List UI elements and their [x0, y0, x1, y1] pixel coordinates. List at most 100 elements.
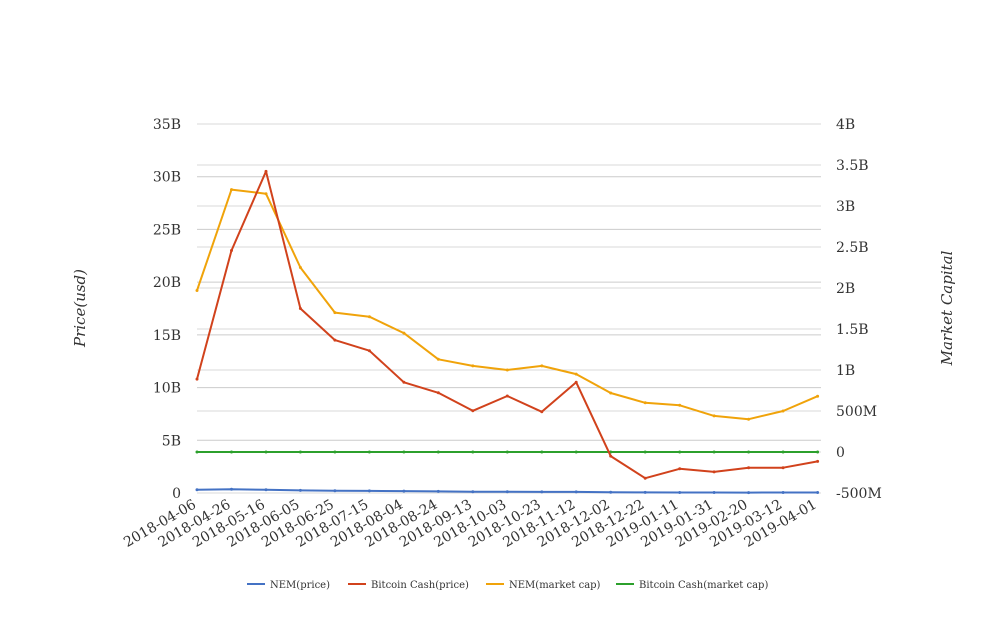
data-point-bitcoin-cash-price	[781, 466, 785, 470]
data-point-nem-price	[367, 489, 371, 493]
legend-label-nem-price: NEM(price)	[270, 580, 330, 591]
x-tick-labels: 2018-04-062018-04-262018-05-162018-06-05…	[121, 497, 819, 551]
data-point-bitcoin-cash-market-cap	[540, 450, 544, 454]
data-point-nem-market-cap	[402, 331, 406, 335]
data-point-nem-market-cap	[781, 409, 785, 413]
data-point-nem-market-cap	[678, 403, 682, 407]
data-point-bitcoin-cash-price	[643, 476, 647, 480]
data-point-nem-market-cap	[574, 372, 578, 376]
y-right-tick-label: 2.5B	[836, 240, 869, 256]
data-point-nem-price	[264, 488, 268, 492]
y-left-tick-label: 35B	[153, 117, 181, 133]
y-axis-left-label: Price(usd)	[71, 269, 89, 348]
y-left-tick-label: 15B	[153, 328, 181, 344]
data-point-bitcoin-cash-price	[195, 377, 199, 381]
data-point-nem-price	[747, 491, 751, 495]
data-point-bitcoin-cash-market-cap	[816, 450, 820, 454]
data-point-bitcoin-cash-market-cap	[436, 450, 440, 454]
data-point-nem-price	[402, 489, 406, 493]
data-point-nem-market-cap	[643, 401, 647, 405]
y-left-tick-label: 5B	[162, 433, 181, 449]
data-point-nem-price	[678, 491, 682, 494]
y-right-tick-label: 500M	[836, 404, 877, 420]
y-left-tick-label: 30B	[153, 170, 181, 186]
data-point-bitcoin-cash-price	[367, 349, 371, 353]
data-point-nem-price	[540, 490, 544, 494]
y-right-tick-label: 3B	[836, 199, 855, 215]
data-point-nem-price	[505, 490, 509, 494]
legend-label-bitcoin-cash-price: Bitcoin Cash(price)	[371, 580, 469, 591]
data-point-bitcoin-cash-price	[540, 410, 544, 414]
data-point-bitcoin-cash-price	[298, 307, 302, 310]
y-left-tick-label: 0	[172, 486, 181, 502]
data-point-bitcoin-cash-price	[505, 394, 509, 398]
y-left-tick-label: 20B	[153, 275, 181, 291]
y-left-tick-labels: 0 5B 10B 15B 20B 25B 30B 35B	[153, 117, 181, 502]
data-point-nem-price	[643, 490, 647, 494]
legend: NEM(price) Bitcoin Cash(price) NEM(market …	[247, 580, 768, 591]
legend-label-bitcoin-cash-market-cap: Bitcoin Cash(market cap)	[639, 580, 768, 591]
data-point-nem-market-cap	[230, 188, 233, 192]
data-point-bitcoin-cash-market-cap	[195, 450, 199, 454]
data-point-bitcoin-cash-price	[264, 169, 268, 173]
data-point-bitcoin-cash-market-cap	[230, 450, 233, 454]
data-point-bitcoin-cash-market-cap	[712, 450, 716, 454]
data-point-bitcoin-cash-price	[712, 470, 716, 474]
data-point-nem-market-cap	[747, 417, 751, 421]
data-point-bitcoin-cash-price	[747, 466, 751, 470]
gridlines	[197, 123, 821, 494]
data-point-bitcoin-cash-market-cap	[333, 450, 337, 454]
data-point-nem-price	[781, 491, 785, 494]
data-point-nem-market-cap	[816, 394, 820, 398]
y-right-tick-label: 1.5B	[836, 322, 869, 338]
data-point-nem-market-cap	[436, 357, 440, 361]
data-point-bitcoin-cash-price	[471, 409, 475, 413]
data-point-nem-price	[333, 489, 337, 493]
data-point-bitcoin-cash-market-cap	[781, 450, 785, 454]
data-point-nem-price	[195, 488, 199, 492]
series-lines	[195, 169, 820, 495]
data-point-nem-price	[471, 490, 475, 494]
data-point-nem-market-cap	[298, 266, 302, 269]
y-right-tick-label: 2B	[836, 281, 855, 297]
data-point-nem-market-cap	[333, 311, 337, 315]
data-point-bitcoin-cash-market-cap	[678, 450, 682, 454]
data-point-nem-market-cap	[471, 364, 475, 368]
data-point-nem-market-cap	[712, 414, 716, 418]
data-point-bitcoin-cash-price	[816, 459, 820, 463]
data-point-nem-market-cap	[540, 364, 544, 368]
y-right-tick-labels: -500M 0 500M 1B 1.5B 2B 2.5B 3B 3.5B 4B	[836, 117, 882, 502]
data-point-nem-price	[436, 489, 440, 493]
data-point-nem-price	[609, 490, 613, 494]
data-point-nem-market-cap	[264, 192, 268, 196]
data-point-bitcoin-cash-price	[609, 454, 613, 458]
data-point-bitcoin-cash-price	[402, 380, 406, 384]
data-point-nem-price	[574, 490, 578, 494]
y-right-tick-label: -500M	[836, 486, 882, 502]
y-right-tick-label: 3.5B	[836, 158, 869, 174]
data-point-bitcoin-cash-market-cap	[574, 450, 578, 454]
y-left-tick-label: 10B	[153, 381, 181, 397]
data-point-bitcoin-cash-price	[574, 380, 578, 384]
data-point-nem-price	[298, 488, 302, 492]
y-axis-right-label: Market Capital	[938, 250, 956, 366]
y-right-tick-label: 1B	[836, 363, 855, 379]
data-point-bitcoin-cash-price	[230, 249, 233, 252]
data-point-bitcoin-cash-market-cap	[298, 450, 302, 454]
y-right-tick-label: 4B	[836, 117, 855, 133]
data-point-bitcoin-cash-market-cap	[402, 450, 406, 454]
data-point-nem-price	[230, 487, 233, 491]
data-point-bitcoin-cash-market-cap	[643, 450, 647, 454]
data-point-bitcoin-cash-price	[678, 467, 682, 471]
data-point-nem-market-cap	[367, 315, 371, 319]
data-point-nem-market-cap	[609, 391, 613, 395]
data-point-bitcoin-cash-market-cap	[471, 450, 475, 454]
data-point-nem-price	[816, 491, 820, 494]
data-point-bitcoin-cash-market-cap	[367, 450, 371, 454]
y-right-tick-label: 0	[836, 445, 845, 461]
data-point-nem-price	[712, 491, 716, 494]
data-point-bitcoin-cash-market-cap	[505, 450, 509, 454]
data-point-bitcoin-cash-price	[436, 391, 440, 395]
